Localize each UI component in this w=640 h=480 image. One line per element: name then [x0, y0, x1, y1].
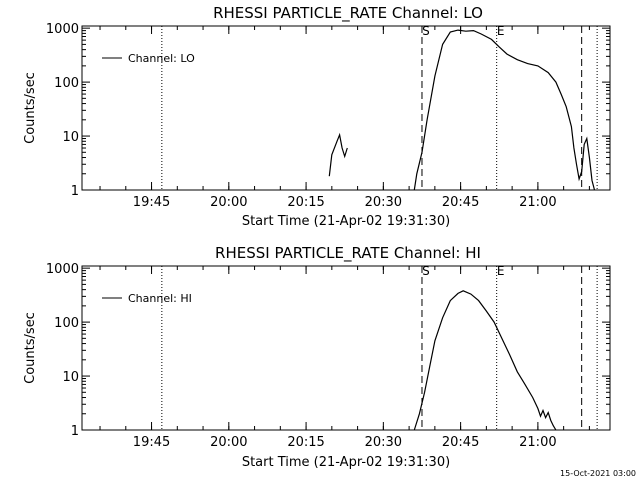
panel-hi-title: RHESSI PARTICLE_RATE Channel: HI [215, 244, 481, 263]
x-tick-label: 20:45 [442, 435, 479, 450]
x-tick-label: 21:00 [519, 195, 556, 210]
panel-lo-x-ticks: 19:45 20:00 20:15 20:30 20:45 21:00 [99, 26, 590, 210]
panel-hi-xlabel: Start Time (21-Apr-02 19:31:30) [242, 455, 450, 470]
panel-lo-y-ticks: 1 10 100 1000 [46, 22, 610, 199]
series-line-hi [413, 290, 557, 431]
y-tick-label: 10 [62, 130, 79, 145]
x-tick-label: 21:00 [519, 435, 556, 450]
x-tick-label: 20:30 [365, 435, 402, 450]
panel-hi: RHESSI PARTICLE_RATE Channel: HI 19:45 20… [23, 244, 611, 470]
marker-label-E: E [497, 264, 505, 278]
x-tick-label: 19:45 [133, 435, 170, 450]
x-tick-label: 20:45 [442, 195, 479, 210]
x-tick-label: 19:45 [133, 195, 170, 210]
panel-hi-axes-frame [81, 265, 611, 431]
y-tick-label: 1 [71, 424, 79, 439]
panel-lo-xlabel: Start Time (21-Apr-02 19:31:30) [242, 214, 450, 229]
x-tick-label: 20:30 [365, 195, 402, 210]
y-tick-label: 1 [71, 184, 79, 199]
panel-hi-series [413, 290, 557, 431]
x-tick-label: 20:00 [210, 195, 247, 210]
series-line-lo [413, 29, 596, 191]
panel-lo-title: RHESSI PARTICLE_RATE Channel: LO [213, 4, 483, 23]
series-line-lo [328, 132, 348, 177]
y-tick-label: 10 [62, 370, 79, 385]
x-tick-label: 20:00 [210, 435, 247, 450]
x-tick-label: 20:15 [287, 195, 324, 210]
footer-timestamp: 15-Oct-2021 03:00 [560, 469, 636, 478]
panel-lo-series [328, 29, 596, 191]
panel-lo-ylabel: Counts/sec [23, 72, 38, 144]
panel-lo-axes-frame [81, 25, 611, 191]
marker-label-E: E [497, 24, 505, 38]
y-tick-label: 1000 [46, 22, 79, 37]
panel-hi-legend-label: Channel: HI [128, 292, 192, 305]
panel-hi-legend: Channel: HI [102, 292, 192, 305]
marker-label-S: S [422, 24, 430, 38]
marker-label-S: S [422, 264, 430, 278]
panel-hi-x-ticks: 19:45 20:00 20:15 20:30 20:45 21:00 [99, 266, 590, 450]
panel-hi-ylabel: Counts/sec [23, 312, 38, 384]
y-tick-label: 100 [54, 316, 79, 331]
panel-lo-legend: Channel: LO [102, 52, 195, 65]
y-tick-label: 1000 [46, 262, 79, 277]
panel-lo: RHESSI PARTICLE_RATE Channel: LO 19:45 20… [23, 4, 611, 229]
x-tick-label: 20:15 [287, 435, 324, 450]
panel-hi-y-ticks: 1 10 100 1000 [46, 262, 610, 439]
panel-lo-legend-label: Channel: LO [128, 52, 195, 65]
y-tick-label: 100 [54, 76, 79, 91]
